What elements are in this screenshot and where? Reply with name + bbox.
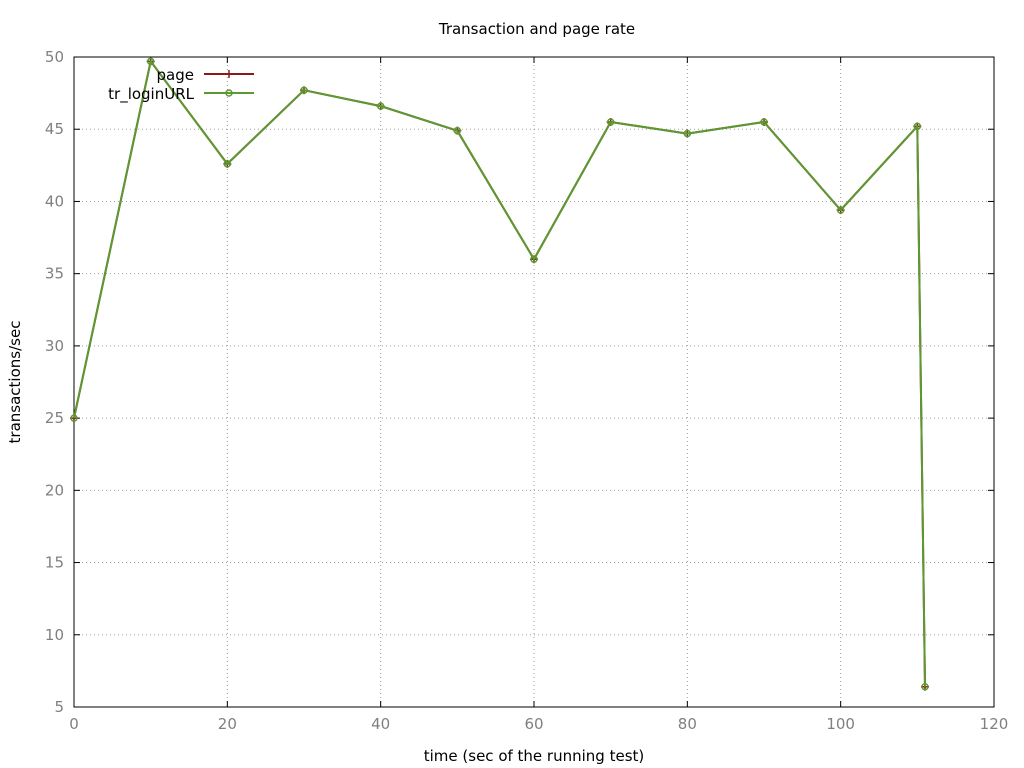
data-point-tr-loginurl [376,102,385,110]
y-tick-label: 25 [45,409,64,427]
y-tick-label: 20 [45,481,64,499]
x-tick-label: 0 [69,715,79,733]
data-point-tr-loginurl [223,160,232,168]
legend-label-tr-loginurl: tr_loginURL [108,85,194,104]
legend-label-page: page [157,66,194,84]
y-tick-label: 40 [45,192,64,210]
series-line-tr-loginurl [73,60,926,687]
data-point-tr-loginurl [606,118,615,126]
y-tick-label: 10 [45,626,64,644]
legend-marker-page [225,70,233,78]
x-tick-label: 100 [826,715,855,733]
data-point-tr-loginurl [146,57,155,66]
data-point-tr-loginurl [836,206,845,214]
data-point-tr-loginurl [913,122,922,131]
data-point-tr-loginurl [760,118,768,126]
data-series [70,57,929,691]
x-tick-label: 40 [371,715,390,733]
y-tick-label: 35 [45,265,64,283]
x-tick-label: 80 [678,715,697,733]
x-tick-label: 120 [980,715,1009,733]
data-point-tr-loginurl [70,414,78,422]
y-axis-label: transactions/sec [6,321,24,444]
y-tick-label: 30 [45,337,64,355]
x-axis-label: time (sec of the running test) [424,747,645,765]
x-tick-label: 60 [524,715,543,733]
legend-marker-tr-loginurl [225,89,233,97]
legend[interactable]: page tr_loginURL [108,66,254,104]
data-point-tr-loginurl [683,129,692,138]
data-point-tr-loginurl [453,126,462,135]
data-point-tr-loginurl [300,86,308,94]
y-tick-label: 15 [45,554,64,572]
y-tick-label: 50 [45,48,64,66]
chart-title: Transaction and page rate [438,20,635,38]
axis-ticks: 0 20 40 60 80 100 120 5 10 15 20 25 30 35 40 45 50 [45,48,1008,733]
y-tick-label: 45 [45,120,64,138]
series-line-page [73,60,926,687]
data-point-tr-loginurl [530,255,538,263]
grid [74,57,994,707]
data-point-tr-loginurl [921,683,929,691]
y-tick-label: 5 [54,698,64,716]
x-tick-label: 20 [218,715,237,733]
